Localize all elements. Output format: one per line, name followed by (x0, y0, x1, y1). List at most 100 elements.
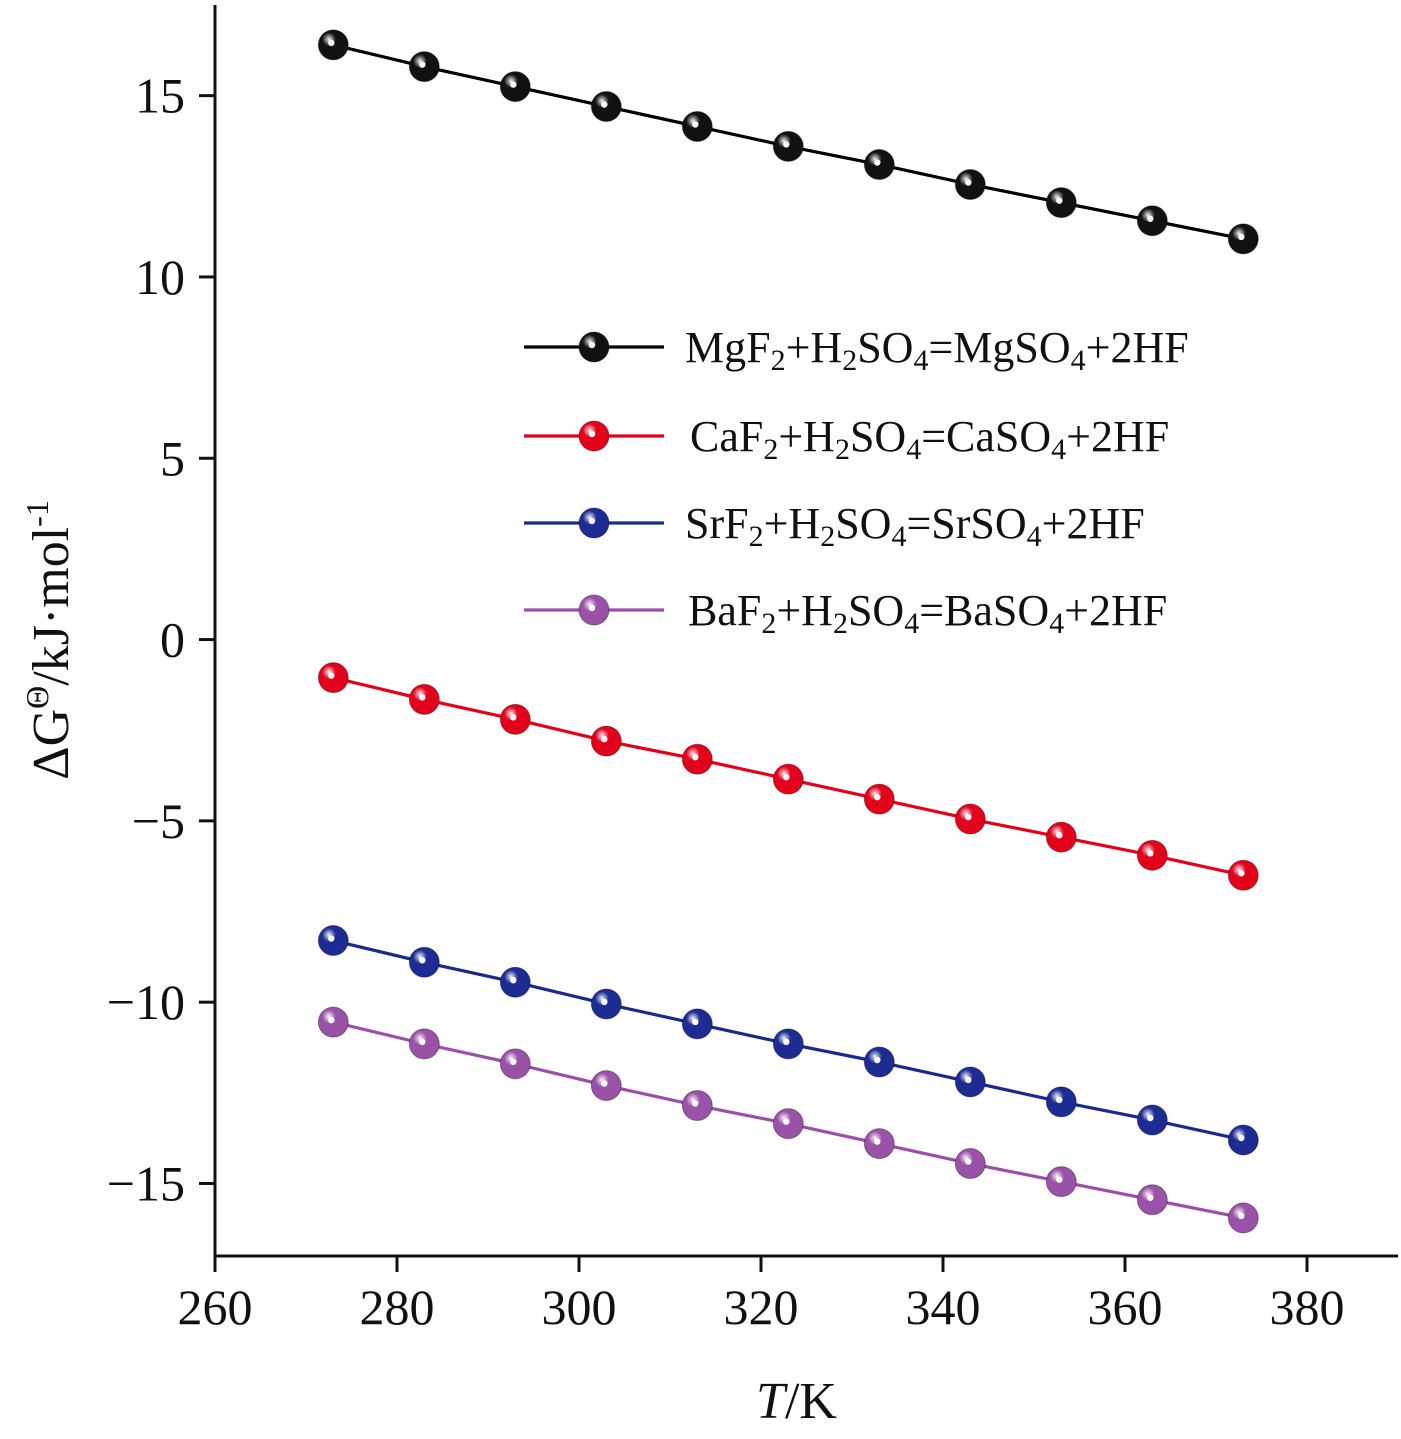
marker-highlight (1238, 870, 1245, 877)
data-point (317, 924, 349, 957)
marker-highlight (783, 141, 790, 148)
marker-highlight (510, 977, 517, 984)
marker-highlight (588, 430, 596, 438)
y-tick-label: −10 (107, 974, 185, 1030)
data-point (317, 29, 349, 61)
data-point (590, 90, 622, 123)
data-point (408, 946, 440, 978)
y-tick-label: 0 (160, 612, 185, 668)
legend-text-part: SO (850, 412, 906, 461)
legend-text-part: CaF (690, 412, 763, 461)
x-axis-var: T (756, 1373, 788, 1430)
legend-label: CaF2+H2SO4=CaSO4+2HF (690, 412, 1169, 466)
data-point (1136, 205, 1168, 237)
marker-highlight (588, 604, 596, 612)
x-axis-title: T/K (756, 1373, 837, 1430)
legend-label: SrF2+H2SO4=SrSO4+2HF (685, 499, 1145, 553)
legend-text-part: =CaSO (921, 412, 1051, 461)
data-point (681, 743, 713, 775)
legend-text-part: SrF (685, 499, 749, 548)
legend-entry-4: BaF2+H2SO4=BaSO4+2HF (524, 586, 1167, 640)
legend-subscript: 2 (835, 433, 850, 466)
marker-highlight (692, 121, 699, 128)
data-point (681, 110, 713, 142)
data-point (954, 1147, 986, 1180)
legend-text-part: +2HF (1064, 586, 1167, 635)
data-point (863, 148, 895, 181)
legend-subscript: 4 (906, 433, 921, 466)
marker-highlight (588, 341, 596, 349)
data-point (681, 1008, 713, 1040)
marker-highlight (1147, 850, 1154, 857)
legend-subscript: 2 (763, 433, 778, 466)
marker-highlight (965, 1076, 972, 1084)
data-point (772, 1028, 804, 1060)
legend-marker (578, 331, 610, 363)
x-tick-label: 320 (724, 1279, 799, 1335)
data-point (954, 803, 986, 835)
legend-text-part: =MgSO (928, 323, 1070, 372)
legend-text-part: +2HF (1042, 499, 1145, 548)
marker-highlight (588, 517, 596, 525)
data-point (1136, 1104, 1168, 1136)
legend-subscript: 2 (820, 520, 835, 553)
y-tick-label: 10 (135, 249, 185, 305)
marker-highlight (510, 714, 517, 721)
legend-text-part: +H (764, 499, 821, 548)
x-tick-label: 340 (906, 1279, 981, 1335)
data-point (772, 1107, 804, 1140)
data-point (590, 988, 622, 1020)
data-point (863, 1046, 895, 1078)
legend-text-part: +H (778, 412, 835, 461)
marker-highlight (601, 998, 608, 1006)
y-tick-label: −15 (107, 1155, 185, 1211)
legend-marker (578, 507, 610, 539)
data-point (590, 725, 622, 757)
x-tick-label: 280 (360, 1279, 435, 1335)
x-tick-label: 300 (542, 1279, 617, 1335)
marker-highlight (601, 735, 608, 743)
legend-subscript: 2 (761, 607, 776, 640)
y-axis-sup: -1 (19, 500, 55, 527)
legend-subscript: 4 (891, 520, 906, 553)
legend-subscript: 2 (833, 607, 848, 640)
y-tick-label: 5 (160, 430, 185, 486)
marker-highlight (328, 1016, 335, 1024)
marker-highlight (328, 672, 335, 679)
legend-text-part: +H (786, 323, 843, 372)
data-point (954, 1066, 986, 1098)
marker-highlight (419, 1038, 426, 1046)
data-point (1045, 1086, 1077, 1118)
series-4 (317, 1006, 1259, 1234)
data-point (408, 1028, 440, 1060)
legend-subscript: 2 (771, 344, 786, 377)
y-tick-label: −5 (132, 793, 185, 849)
marker-highlight (601, 101, 608, 108)
legend-subscript: 4 (1027, 520, 1042, 553)
data-point (1136, 839, 1168, 871)
marker-highlight (419, 694, 426, 701)
data-point (317, 661, 349, 694)
legend-text-part: SO (857, 323, 913, 372)
marker-highlight (1056, 1176, 1063, 1183)
axes: 260 280 300 320 340 360 380 15 10 5 0 −5 −10 −15 (107, 5, 1398, 1335)
data-point (499, 703, 531, 735)
marker-highlight (510, 1058, 517, 1066)
data-point (681, 1089, 713, 1122)
data-point (1045, 1165, 1077, 1198)
series-layer (317, 29, 1259, 1234)
legend-subscript: 4 (1071, 344, 1086, 377)
legend-label: MgF2+H2SO4=MgSO4+2HF (685, 323, 1189, 377)
data-point (499, 966, 531, 998)
x-tick-label: 360 (1088, 1279, 1163, 1335)
data-point (863, 1127, 895, 1160)
marker-highlight (1056, 831, 1063, 839)
marker-highlight (1056, 197, 1063, 204)
legend-marker (578, 594, 610, 626)
marker-highlight (692, 1100, 699, 1107)
data-point (863, 783, 895, 815)
legend-text-part: +H (776, 586, 833, 635)
legend-text-part: +2HF (1086, 323, 1189, 372)
data-point (1227, 1124, 1259, 1156)
